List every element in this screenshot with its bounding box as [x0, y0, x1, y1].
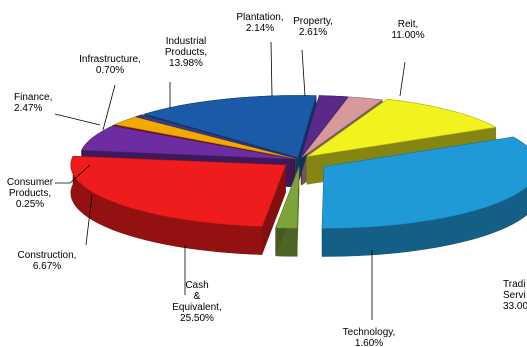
leader-lines [54, 41, 406, 320]
slice-side-trading-services [321, 136, 527, 257]
slice-cash-equivalent [70, 155, 287, 227]
label-consumer-products: Consumer Products, 0.25% [7, 177, 54, 210]
slice-labels: Reit, 11.00% Tradi Servi 33.00 Technology, 1.6… [7, 12, 527, 347]
slice-industrial-products [143, 95, 317, 158]
slice-property [301, 96, 384, 158]
leader-consumer-products [55, 164, 91, 184]
label-infrastructure: Infrastructure, 0.70% [79, 54, 141, 76]
label-finance: Finance, 2.47% [14, 92, 52, 114]
label-construction: Construction, 6.67% [18, 250, 77, 272]
slice-plantation [300, 95, 349, 158]
label-industrial-products: Industrial Products, 13.98% [165, 36, 207, 69]
slice-technology [275, 166, 300, 229]
label-reit: Reit, 11.00% [391, 19, 424, 41]
leader-construction [85, 194, 93, 246]
leader-property [301, 49, 306, 97]
pie-top-layer [70, 95, 527, 229]
label-cash-equivalent: Cash & Equivalent, 25.50% [172, 280, 221, 324]
label-trading-services: Tradi Servi 33.00 [503, 279, 527, 312]
leader-infrastructure [102, 84, 116, 131]
leader-plantation [270, 41, 273, 97]
slice-construction [80, 125, 295, 160]
leader-finance [54, 113, 101, 126]
label-plantation: Plantation, 2.14% [236, 12, 283, 34]
slice-reit [306, 98, 497, 157]
label-property: Property, 2.61% [293, 16, 333, 38]
slice-infrastructure [134, 114, 296, 159]
label-technology: Technology, 1.60% [343, 327, 396, 347]
slice-trading-services [321, 136, 527, 229]
leader-reit [399, 61, 406, 97]
